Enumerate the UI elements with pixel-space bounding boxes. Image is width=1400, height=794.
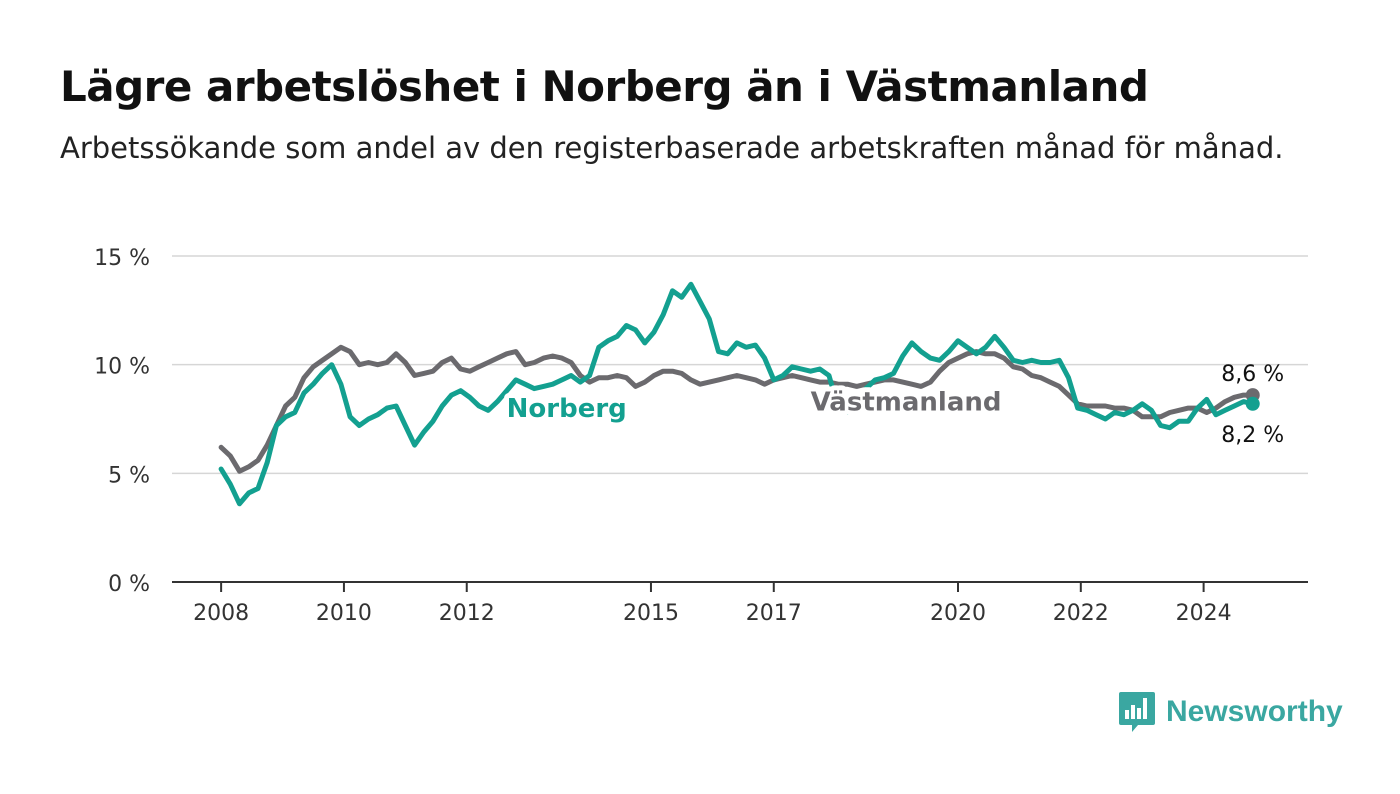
vastmanland-end-value: 8,6 % [1221,362,1284,387]
grid-lines [172,255,1308,583]
y-tick-label: 5 % [108,463,150,488]
y-axis-ticks: 0 % 5 % 10 % 15 % [94,246,150,597]
y-tick-label: 10 % [94,355,150,380]
norberg-end-point [1245,396,1260,411]
norberg-series-label: Norberg [507,394,627,424]
x-tick-label: 2015 [623,601,679,626]
vastmanland-series-label-halo: Västmanland [811,387,1002,417]
x-tick-label: 2017 [746,601,802,626]
x-tick-label: 2022 [1053,601,1109,626]
norberg-series-label-halo: Norberg [507,394,627,424]
x-tick-label: 2024 [1176,601,1232,626]
vastmanland-series-label: Västmanland [811,387,1002,417]
norberg-line [218,281,1256,507]
x-axis-ticks: 2008 2010 2012 2015 2017 2020 2022 2024 [193,582,1232,626]
series-lines [218,281,1260,507]
line-chart: 0 %5 %10 %15 % 2008 2010 2012 2015 2017 2020 2… [94,246,1308,626]
chart-subtitle: Arbetssökande som andel av den registerb… [60,131,1284,165]
x-tick-label: 2010 [316,601,372,626]
x-tick-label: 2020 [930,601,986,626]
chart-title: Lägre arbetslöshet i Norberg än i Västma… [60,62,1149,111]
x-tick-label: 2008 [193,601,249,626]
vastmanland-line [218,344,1256,474]
newsworthy-logo-icon [1119,692,1155,732]
y-tick-label: 15 % [94,246,150,271]
brand-logo: Newsworthy [1118,690,1343,734]
x-tick-label: 2012 [439,601,495,626]
y-tick-label: 0 % [108,572,150,597]
brand-name: Newsworthy [1166,695,1343,728]
norberg-end-value: 8,2 % [1221,423,1284,448]
